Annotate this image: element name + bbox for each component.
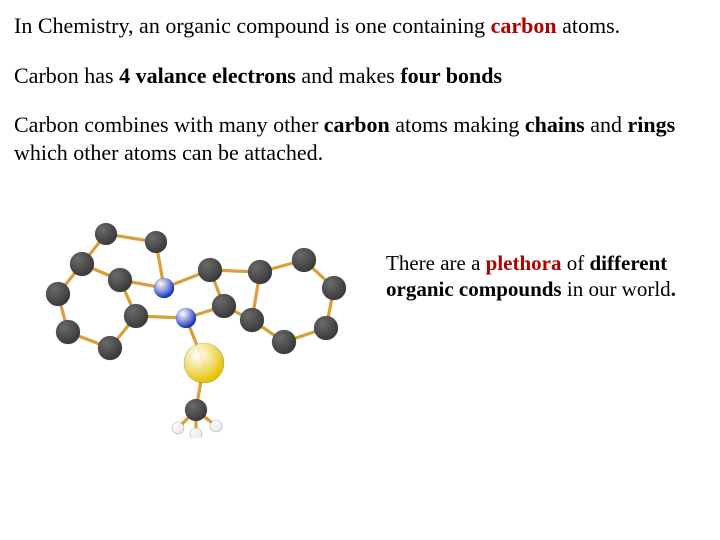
text: atoms making: [390, 112, 525, 137]
paragraph-1: In Chemistry, an organic compound is one…: [14, 12, 700, 40]
bold-carbon: carbon: [324, 112, 390, 137]
bold-rings: rings: [628, 112, 676, 137]
text: of: [562, 251, 590, 275]
text: Carbon has: [14, 63, 119, 88]
bold-valence: 4 valance electrons: [119, 63, 296, 88]
paragraph-3: Carbon combines with many other carbon a…: [14, 111, 700, 166]
text: in our world: [562, 277, 671, 301]
text: In Chemistry, an organic compound is one…: [14, 13, 491, 38]
text: Carbon combines with many other: [14, 112, 324, 137]
molecule-svg: [14, 188, 374, 438]
text: atoms.: [557, 13, 621, 38]
content-row: There are a plethora of different organi…: [14, 188, 700, 438]
bold-chains: chains: [525, 112, 585, 137]
text: and makes: [296, 63, 400, 88]
keyword-plethora: plethora: [486, 251, 562, 275]
text: which other atoms can be attached.: [14, 140, 323, 165]
keyword-carbon: carbon: [491, 13, 557, 38]
molecule-diagram: [14, 188, 374, 438]
bold-four-bonds: four bonds: [400, 63, 502, 88]
bold-dot: .: [671, 277, 676, 301]
text: and: [585, 112, 628, 137]
text: There are a: [386, 251, 486, 275]
paragraph-4: There are a plethora of different organi…: [374, 188, 700, 303]
paragraph-2: Carbon has 4 valance electrons and makes…: [14, 62, 700, 90]
